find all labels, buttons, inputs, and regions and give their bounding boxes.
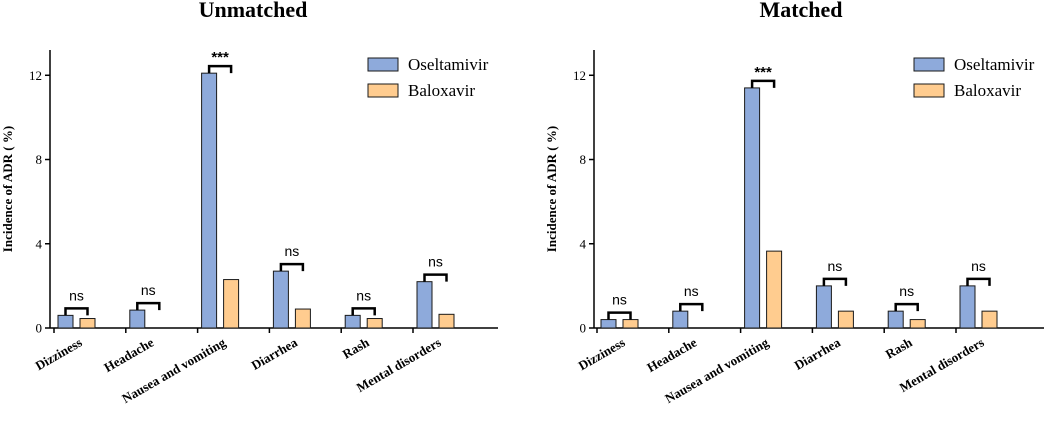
x-category-label: Diarrhea [792, 334, 844, 373]
y-tick-label: 12 [29, 68, 42, 83]
bar-oseltamivir [600, 319, 617, 329]
significance-label: ns [828, 258, 843, 274]
significance-bracket [136, 301, 161, 311]
significance-label: ns [141, 282, 156, 298]
significance-bracket [679, 302, 704, 312]
significance-label: ns [971, 258, 986, 274]
bar-oseltamivir [672, 310, 689, 329]
y-axis-label: Incidence of ADR ( %) [544, 126, 559, 252]
y-tick-label: 12 [573, 68, 586, 83]
y-axis-label: Incidence of ADR ( %) [0, 126, 15, 252]
significance-label: *** [211, 49, 229, 66]
significance-label: *** [754, 64, 772, 81]
significance-bracket [822, 277, 848, 286]
x-category-label: Dizziness [33, 335, 85, 374]
x-category-label: Headache [101, 334, 156, 375]
significance-bracket [750, 79, 776, 88]
y-tick-label: 8 [36, 152, 43, 167]
significance-bracket [423, 273, 448, 282]
x-category-label: Dizziness [576, 335, 628, 374]
bar-baloxavir [981, 310, 998, 329]
significance-label: ns [684, 283, 699, 299]
significance-label: ns [428, 254, 443, 270]
significance-bracket [607, 311, 632, 320]
legend-swatch-oseltamivir [367, 57, 399, 72]
significance-bracket [966, 277, 991, 286]
y-tick-label: 4 [36, 236, 43, 251]
bar-oseltamivir [201, 72, 218, 329]
y-tick-label: 4 [580, 236, 587, 251]
bar-oseltamivir [744, 87, 761, 329]
significance-label: ns [356, 287, 371, 303]
bar-baloxavir [766, 250, 783, 329]
legend-swatch-oseltamivir [913, 57, 945, 72]
bar-baloxavir [366, 318, 383, 329]
bar-baloxavir [622, 319, 639, 329]
bar-oseltamivir [344, 314, 361, 329]
x-category-label: Rash [883, 334, 916, 361]
bar-oseltamivir [959, 285, 976, 329]
bar-baloxavir [223, 279, 240, 329]
significance-label: ns [69, 287, 84, 303]
legend-label: Baloxavir [408, 81, 475, 100]
legend-label: Oseltamivir [408, 55, 489, 74]
bar-oseltamivir [129, 309, 146, 329]
significance-bracket [64, 307, 89, 316]
x-category-label: Diarrhea [249, 334, 301, 373]
significance-label: ns [899, 283, 914, 299]
x-category-label: Headache [644, 334, 699, 375]
chart-title: Unmatched [199, 0, 308, 22]
significance-label: ns [612, 292, 627, 308]
legend-label: Baloxavir [954, 81, 1021, 100]
panel-unmatched: Unmatched Incidence of ADR ( %) 0 4 8 12 ns D… [0, 0, 498, 406]
y-tick-label: 0 [580, 321, 587, 336]
panel-matched: Matched Incidence of ADR ( %) 0 4 8 12 ns Diz… [544, 0, 1044, 406]
significance-bracket [207, 64, 233, 74]
bar-oseltamivir [57, 314, 74, 329]
y-tick-label: 0 [36, 321, 43, 336]
legend-label: Oseltamivir [954, 55, 1035, 74]
bar-oseltamivir [416, 281, 433, 329]
significance-bracket [351, 307, 376, 316]
y-tick-label: 8 [580, 152, 587, 167]
bar-baloxavir [837, 310, 854, 329]
significance-bracket [894, 302, 919, 312]
legend-swatch-baloxavir [367, 83, 399, 98]
bar-baloxavir [438, 313, 455, 329]
bar-baloxavir [79, 318, 96, 329]
bar-baloxavir [909, 319, 926, 329]
chart-title: Matched [759, 0, 842, 22]
bar-baloxavir [294, 308, 311, 329]
bar-oseltamivir [815, 285, 832, 329]
significance-label: ns [285, 243, 300, 259]
legend-swatch-baloxavir [913, 83, 945, 98]
bar-oseltamivir [272, 270, 289, 329]
significance-bracket [279, 262, 305, 272]
bar-oseltamivir [887, 310, 904, 329]
x-category-label: Rash [340, 334, 373, 361]
